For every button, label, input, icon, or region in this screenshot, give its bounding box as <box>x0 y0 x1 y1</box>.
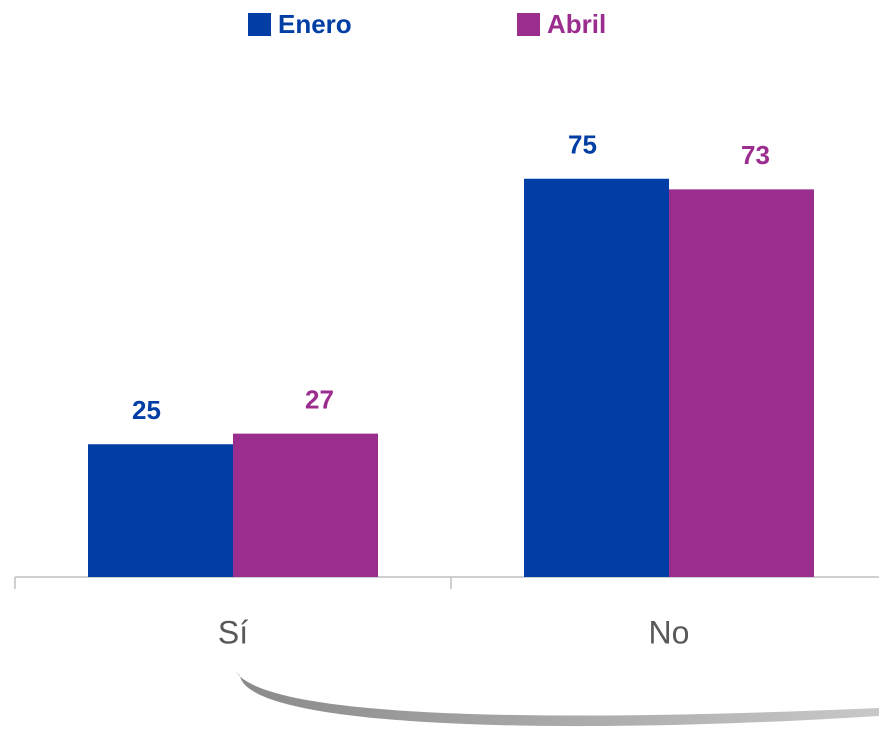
legend-swatch <box>248 13 271 36</box>
legend-label: Enero <box>278 9 352 39</box>
bar <box>524 178 669 577</box>
bar <box>669 189 814 577</box>
bar <box>233 433 378 577</box>
value-label: 73 <box>741 140 770 170</box>
legend-label: Abril <box>547 9 606 39</box>
value-label: 25 <box>132 395 161 425</box>
value-label: 27 <box>305 385 334 415</box>
bar <box>88 444 233 577</box>
x-tick-label: No <box>649 614 690 650</box>
value-label: 75 <box>568 130 597 160</box>
x-tick-label: Sí <box>218 614 248 650</box>
decorative-arc <box>236 672 879 727</box>
legend-swatch <box>517 13 540 36</box>
